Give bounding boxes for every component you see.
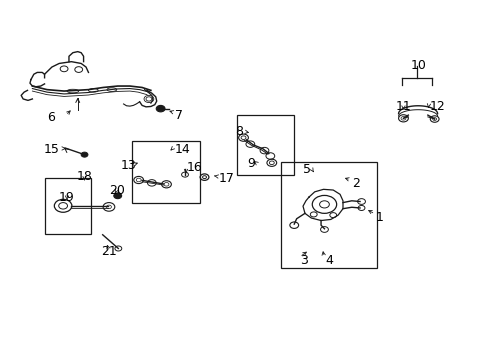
Text: 2: 2 bbox=[351, 177, 359, 190]
Text: 10: 10 bbox=[409, 59, 425, 72]
Text: 19: 19 bbox=[58, 192, 74, 204]
Text: 13: 13 bbox=[121, 159, 136, 172]
Text: 15: 15 bbox=[43, 143, 60, 156]
Circle shape bbox=[81, 152, 88, 157]
Text: 14: 14 bbox=[174, 143, 190, 156]
Text: 17: 17 bbox=[218, 172, 234, 185]
Text: 12: 12 bbox=[429, 100, 445, 113]
Text: 5: 5 bbox=[303, 163, 310, 176]
Text: 7: 7 bbox=[175, 109, 183, 122]
Text: 8: 8 bbox=[235, 125, 243, 138]
Text: 11: 11 bbox=[395, 100, 410, 113]
Text: 20: 20 bbox=[109, 184, 124, 197]
Text: 4: 4 bbox=[325, 254, 332, 267]
Text: 18: 18 bbox=[76, 170, 92, 183]
Text: 3: 3 bbox=[300, 254, 308, 267]
Bar bbox=[236, 116, 294, 175]
Circle shape bbox=[156, 105, 164, 112]
Bar bbox=[132, 140, 199, 203]
Bar bbox=[44, 178, 91, 234]
Text: 6: 6 bbox=[47, 111, 55, 124]
Text: 21: 21 bbox=[101, 245, 116, 258]
Bar bbox=[280, 162, 376, 268]
Text: 16: 16 bbox=[186, 161, 203, 174]
Text: 9: 9 bbox=[247, 157, 255, 170]
Circle shape bbox=[114, 193, 122, 199]
Text: 1: 1 bbox=[375, 211, 383, 224]
